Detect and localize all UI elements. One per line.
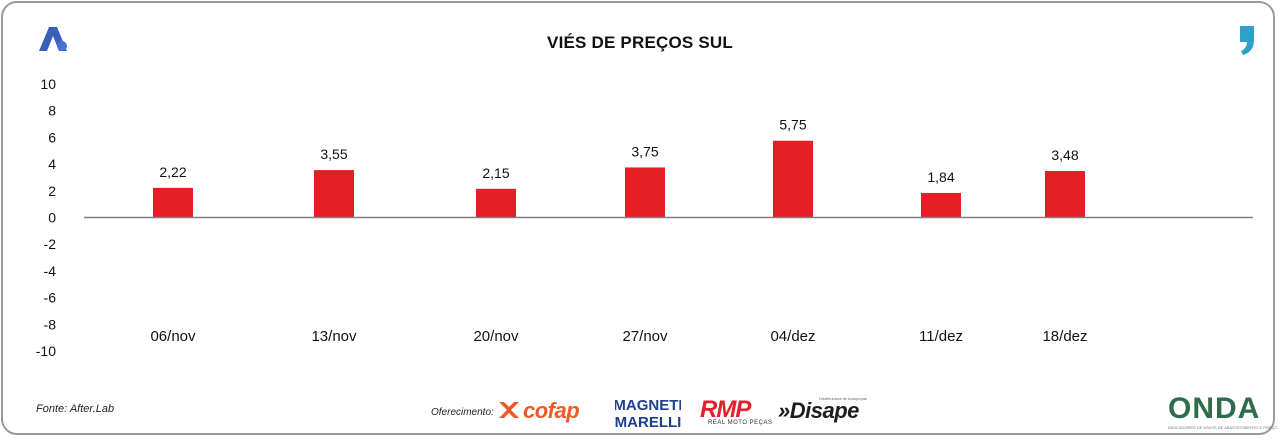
bar-13/nov xyxy=(314,170,354,218)
svg-text:MAGNETI: MAGNETI xyxy=(615,397,681,414)
cofap-logo-text: cofap xyxy=(523,398,580,423)
data-label: 3,48 xyxy=(1051,147,1078,163)
x-tick-label: 06/nov xyxy=(150,328,196,345)
after-lab-logo-icon xyxy=(39,27,67,51)
y-tick-label: -10 xyxy=(36,343,56,359)
data-label: 3,55 xyxy=(320,146,347,162)
y-tick-label: 4 xyxy=(48,156,56,172)
x-tick-label: 20/nov xyxy=(473,328,519,345)
disape-subtitle: Distribuidora de Autopeças xyxy=(819,396,867,401)
bar-04/dez xyxy=(773,140,813,218)
y-tick-label: -8 xyxy=(44,316,57,332)
bar-27/nov xyxy=(625,167,665,218)
rmp-subtitle: REAL MOTO PEÇAS xyxy=(708,420,773,426)
y-tick-label: -6 xyxy=(44,290,57,306)
data-label: 5,75 xyxy=(779,117,806,133)
x-tick-label: 04/dez xyxy=(770,328,815,345)
y-tick-label: 0 xyxy=(48,210,56,226)
x-tick-label: 27/nov xyxy=(622,328,668,345)
rmp-logo-text: RMP xyxy=(700,396,751,423)
y-tick-label: 8 xyxy=(48,103,56,119)
onda-subtitle: INDICADORES DE NÍVEIS DE ABASTECIMENTO E… xyxy=(1168,425,1278,430)
bar-06/nov xyxy=(153,187,193,218)
svg-text:MARELLI: MARELLI xyxy=(615,414,681,430)
disape-logo-text: »Disape xyxy=(778,398,859,423)
y-tick-label: 6 xyxy=(48,129,56,145)
bar-11/dez xyxy=(921,192,961,218)
data-label: 2,22 xyxy=(159,164,186,180)
x-tick-label: 18/dez xyxy=(1042,328,1087,345)
chart-title: VIÉS DE PREÇOS SUL xyxy=(547,33,733,52)
cofap-logo-icon xyxy=(499,402,519,418)
y-tick-label: -2 xyxy=(44,236,57,252)
magneti-marelli-logo: MAGNETI MARELLI xyxy=(615,394,681,430)
y-tick-label: 10 xyxy=(40,76,56,92)
onda-logo-text: ONDA xyxy=(1168,392,1261,425)
data-label: 3,75 xyxy=(631,143,658,159)
bar-18/dez xyxy=(1045,171,1085,218)
x-tick-label: 13/nov xyxy=(311,328,357,345)
source-note: Fonte: After.Lab xyxy=(36,403,115,415)
data-label: 2,15 xyxy=(482,165,509,181)
y-tick-label: -4 xyxy=(44,263,57,279)
y-tick-label: 2 xyxy=(48,183,56,199)
x-tick-label: 11/dez xyxy=(919,328,963,345)
sponsor-label: Oferecimento: xyxy=(431,407,494,418)
data-label: 1,84 xyxy=(927,169,954,185)
bar-20/nov xyxy=(476,188,516,218)
quote-mark-icon xyxy=(1240,26,1254,55)
